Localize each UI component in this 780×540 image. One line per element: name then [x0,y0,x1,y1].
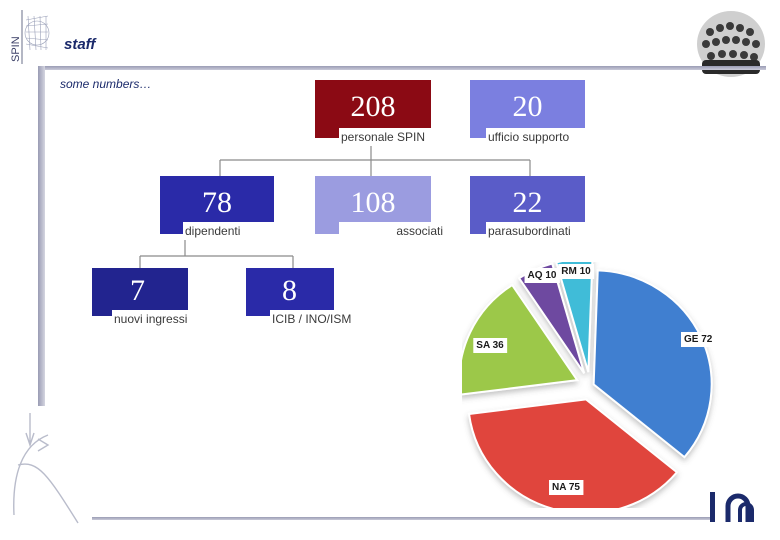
parasubordinati-label: parasubordinati [486,222,602,240]
pie-label-rm: RM 10 [561,266,591,277]
pie-slice-na [467,398,679,508]
slide-frame-top [42,66,766,70]
ufficio-label: ufficio supporto [486,128,602,146]
spin-logo-text: SPIN [10,36,22,62]
nuovi-label: nuovi ingressi [112,310,222,328]
slide-frame-bottom [92,517,712,520]
pie-label-sa: SA 36 [476,340,504,351]
icib-label: ICIB / INO/ISM [270,310,380,328]
spin-logo: SPIN [10,10,50,64]
pie-label-bg-aq [524,268,560,283]
pie-label-aq: AQ 10 [528,270,557,281]
personale-value: 208 [350,90,396,123]
pie-label-bg-na [549,480,584,495]
pie-label-bg-ge [681,332,716,347]
pie-label-bg-rm [558,264,595,279]
ufficio-value: 20 [512,90,543,123]
pie-slice-rm [555,262,594,373]
icib-value: 8 [282,274,297,307]
page-subtitle: some numbers… [60,77,152,91]
page-title: staff [64,36,96,53]
parasubordinati-value: 22 [512,186,543,219]
pie-label-bg-sa [473,338,508,353]
pie-chart: GE 72 NA 75 SA 36 AQ 10 RM 10 [462,262,716,508]
pie-slice-sa [462,283,580,396]
associati-value: 108 [350,186,396,219]
slide-frame-left [38,66,45,406]
nuovi-box: 7 [92,268,188,316]
cnr-logo [710,492,754,522]
icib-box: 8 [246,268,334,316]
pie-label-na: NA 75 [552,482,580,493]
personale-label: personale SPIN [339,128,443,146]
pie-label-ge: GE 72 [684,334,713,345]
dipendenti-value: 78 [202,186,232,219]
decorative-curves [13,413,79,524]
associati-label: associati [339,222,445,240]
dipendenti-label: dipendenti [183,222,285,240]
nuovi-value: 7 [130,274,145,307]
